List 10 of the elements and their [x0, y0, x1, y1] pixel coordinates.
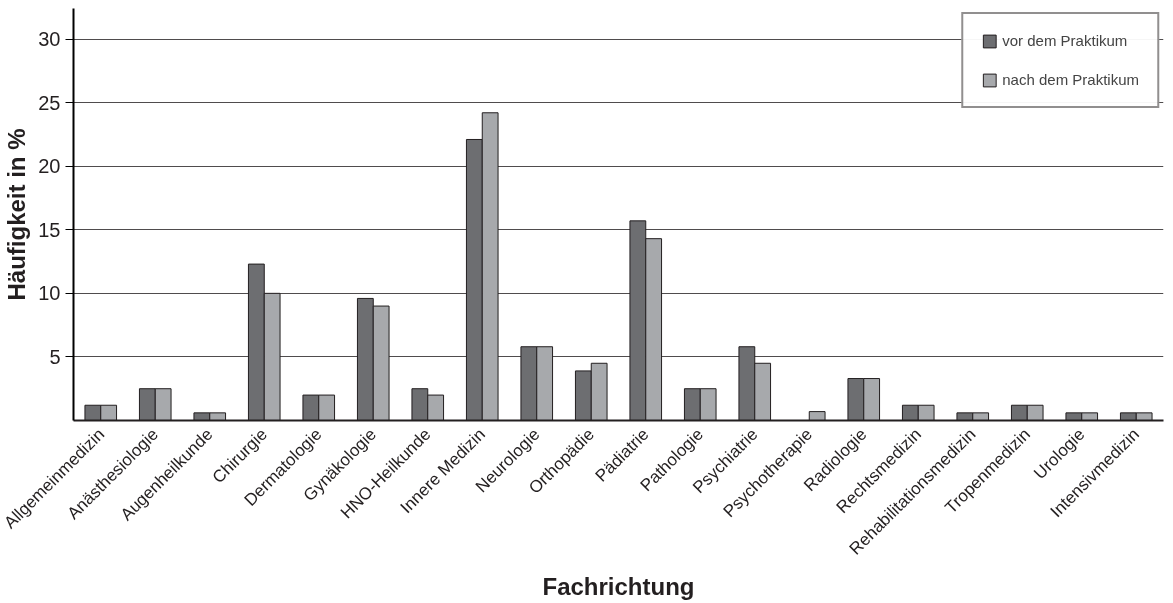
y-axis-title: Häufigkeit in % — [3, 128, 31, 301]
y-tick-label: 25 — [38, 91, 61, 114]
y-tick-label: 10 — [38, 282, 61, 305]
legend-label: vor dem Praktikum — [1002, 32, 1128, 49]
y-tick-label: 5 — [49, 345, 61, 368]
x-axis-title: Fachrichtung — [542, 573, 695, 601]
legend-label: nach dem Praktikum — [1002, 71, 1139, 88]
y-tick-label: 20 — [38, 155, 61, 178]
y-tick-label: 15 — [38, 218, 61, 241]
y-tick-label: 30 — [38, 28, 61, 51]
